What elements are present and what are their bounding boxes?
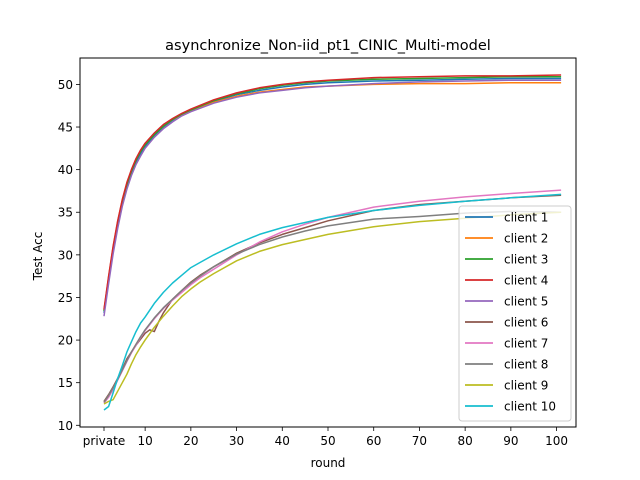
y-tick-label: 30 [58,248,73,262]
y-tick-label: 10 [58,419,73,433]
legend: client 1 client 2 client 3 client 4 client 5… [458,205,572,422]
legend-label-1: client 1 [504,211,548,225]
legend-label-5: client 5 [504,295,548,309]
y-tick-label: 50 [58,78,73,92]
series-line-5 [103,79,562,317]
x-tick-label: 70 [412,434,427,448]
x-tick-label: 30 [229,434,244,448]
legend-label-10: client 10 [504,400,556,414]
legend-label-6: client 6 [504,316,548,330]
series-line-4 [103,74,562,310]
x-tick-label: 20 [183,434,198,448]
x-axis: private 10 20 30 40 50 60 70 80 90 100 [83,427,568,448]
legend-label-8: client 8 [504,358,548,372]
y-tick-label: 45 [58,121,73,135]
y-tick-label: 20 [58,334,73,348]
y-tick-label: 25 [58,291,73,305]
chart-title: asynchronize_Non-iid_pt1_CINIC_Multi-mod… [165,38,491,54]
legend-label-7: client 7 [504,337,548,351]
plot-lines [103,74,562,411]
x-tick-label: 60 [366,434,381,448]
y-tick-label: 35 [58,206,73,220]
y-axis-label: Test Acc [31,232,45,282]
x-axis-label: round [311,456,346,470]
series-line-9 [103,211,562,405]
series-line-10 [103,193,562,411]
y-tick-label: 15 [58,376,73,390]
x-tick-label: 10 [138,434,153,448]
x-tick-label: 40 [275,434,290,448]
legend-label-9: client 9 [504,379,548,393]
series-line-8 [103,210,562,403]
x-tick-label: 100 [545,434,568,448]
x-tick-label: private [83,434,125,448]
y-axis: 10 15 20 25 30 35 40 45 50 [58,78,80,433]
x-tick-label: 80 [458,434,473,448]
x-tick-label: 90 [503,434,518,448]
legend-label-2: client 2 [504,232,548,246]
legend-label-4: client 4 [504,274,548,288]
x-tick-label: 50 [320,434,335,448]
y-tick-label: 40 [58,163,73,177]
legend-label-3: client 3 [504,253,548,267]
